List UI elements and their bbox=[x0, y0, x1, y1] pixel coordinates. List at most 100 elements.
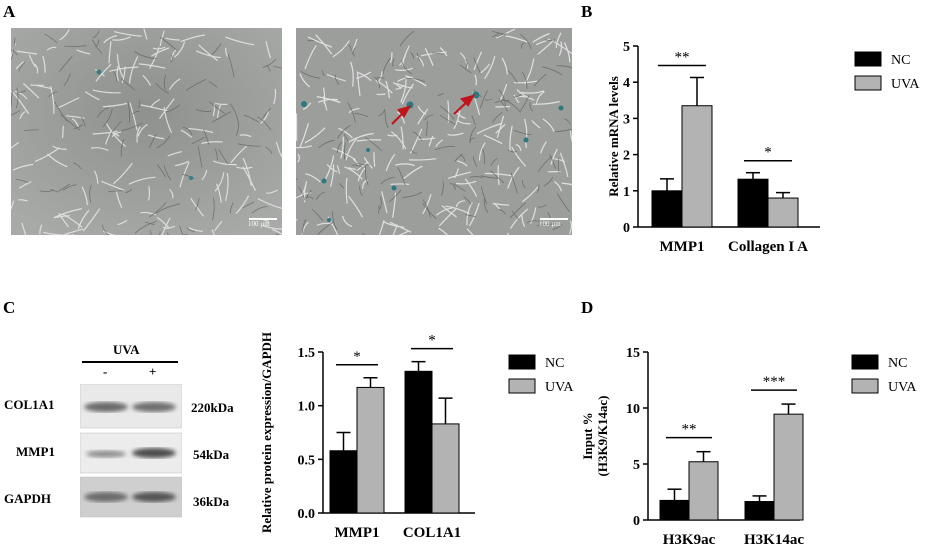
chart-b: 0 1 2 3 4 5 Relative mRNA levels MMP1 ** Collagen… bbox=[606, 40, 920, 255]
bar bbox=[737, 178, 769, 228]
cell-streak bbox=[453, 110, 461, 130]
cell-streak bbox=[195, 198, 200, 211]
cell-streak bbox=[497, 33, 507, 38]
cell-streak bbox=[81, 186, 88, 206]
cell-streak bbox=[348, 195, 364, 218]
cell-streak bbox=[19, 181, 32, 189]
western-blot bbox=[80, 384, 182, 518]
cell-streak bbox=[532, 100, 560, 105]
legend-swatch bbox=[508, 378, 536, 394]
cell-streak bbox=[95, 63, 112, 82]
cell-streak bbox=[469, 126, 477, 142]
cell-streak bbox=[390, 131, 407, 150]
y-axis-label: Input % bbox=[580, 412, 595, 459]
cell-streak bbox=[535, 38, 551, 46]
cell-streak bbox=[11, 109, 21, 116]
cell-streak bbox=[11, 89, 14, 107]
cell-streak bbox=[128, 56, 139, 84]
cell-streak bbox=[381, 191, 388, 214]
cell-streak bbox=[492, 112, 503, 123]
cell-streak bbox=[499, 83, 508, 102]
cell-streak bbox=[174, 160, 190, 167]
cell-streak bbox=[556, 65, 572, 69]
cell-streak bbox=[266, 189, 278, 194]
cell-streak bbox=[555, 32, 562, 49]
x-tick-label: MMP1 bbox=[335, 525, 380, 541]
cell-streak bbox=[356, 161, 369, 172]
cell-streak bbox=[537, 39, 555, 55]
cell-streak bbox=[315, 34, 333, 55]
cell-streak bbox=[529, 102, 533, 112]
cell-streak bbox=[77, 209, 90, 230]
y-tick-label: 0.0 bbox=[298, 507, 316, 522]
cell-streak bbox=[439, 105, 455, 120]
cell-streak bbox=[113, 162, 133, 185]
cell-streak bbox=[262, 107, 271, 119]
cell-streak bbox=[148, 134, 165, 140]
micrograph-uva: 100 µm bbox=[296, 28, 572, 235]
cell-streak bbox=[44, 33, 58, 44]
cell-streak bbox=[275, 141, 282, 158]
cell-streak bbox=[544, 39, 556, 41]
cell-streak bbox=[332, 147, 356, 161]
cell-streak bbox=[422, 193, 432, 215]
cell-streak bbox=[121, 78, 136, 91]
cell-streak bbox=[39, 189, 55, 192]
cell-streak bbox=[214, 102, 228, 105]
cell-streak bbox=[242, 201, 255, 209]
cell-streak bbox=[519, 95, 530, 113]
cell-streak bbox=[507, 149, 517, 153]
cell-streak bbox=[262, 58, 277, 68]
cell-streak bbox=[117, 219, 128, 226]
cell-streak bbox=[513, 93, 523, 98]
cell-streak bbox=[109, 120, 123, 136]
cell-streak bbox=[115, 191, 123, 208]
lane-plus: + bbox=[149, 364, 157, 379]
cell-streak bbox=[463, 195, 472, 205]
bar bbox=[773, 413, 804, 521]
cell-streak bbox=[510, 172, 518, 194]
cell-streak bbox=[163, 106, 173, 133]
cell-streak bbox=[24, 129, 39, 131]
cell-streak bbox=[438, 208, 457, 227]
legend-label: NC bbox=[545, 356, 564, 371]
significance-marker: * bbox=[764, 145, 772, 161]
cell-streak bbox=[536, 223, 559, 227]
cell-streak bbox=[273, 66, 282, 69]
cell-streak bbox=[301, 221, 309, 235]
cell-streak bbox=[73, 162, 83, 170]
micrograph-control: 100 µm bbox=[11, 28, 282, 235]
cell-streak bbox=[511, 210, 520, 221]
cell-streak bbox=[349, 61, 354, 87]
cell-streak bbox=[362, 232, 366, 235]
cell-streak bbox=[150, 98, 161, 108]
scale-bar-label-left: 100 µm bbox=[248, 220, 270, 228]
cell-streak bbox=[404, 78, 426, 83]
cell-streak bbox=[33, 63, 39, 74]
cell-streak bbox=[134, 221, 157, 234]
cell-streak bbox=[186, 227, 196, 232]
y-tick-label: 1.0 bbox=[298, 400, 316, 415]
cell-streak bbox=[297, 153, 300, 163]
cell-streak bbox=[554, 128, 572, 133]
cell-streak bbox=[378, 109, 385, 117]
cell-streak bbox=[74, 124, 83, 130]
cell-streak bbox=[138, 63, 166, 69]
cell-streak bbox=[257, 116, 272, 131]
cell-streak bbox=[262, 225, 282, 230]
cell-streak bbox=[498, 89, 506, 106]
cell-streak bbox=[11, 142, 20, 149]
cell-streak bbox=[212, 160, 237, 166]
cell-streak bbox=[337, 124, 351, 139]
cell-streak bbox=[161, 217, 171, 235]
cell-streak bbox=[513, 94, 520, 104]
cell-streak bbox=[478, 142, 486, 161]
cell-streak bbox=[563, 42, 571, 63]
cell-streak bbox=[62, 213, 83, 228]
cell-streak bbox=[543, 176, 554, 187]
cell-streak bbox=[329, 164, 335, 187]
cell-streak bbox=[170, 54, 173, 63]
cell-streak bbox=[180, 34, 206, 43]
cell-streak bbox=[66, 115, 85, 119]
cell-streak bbox=[530, 207, 537, 224]
